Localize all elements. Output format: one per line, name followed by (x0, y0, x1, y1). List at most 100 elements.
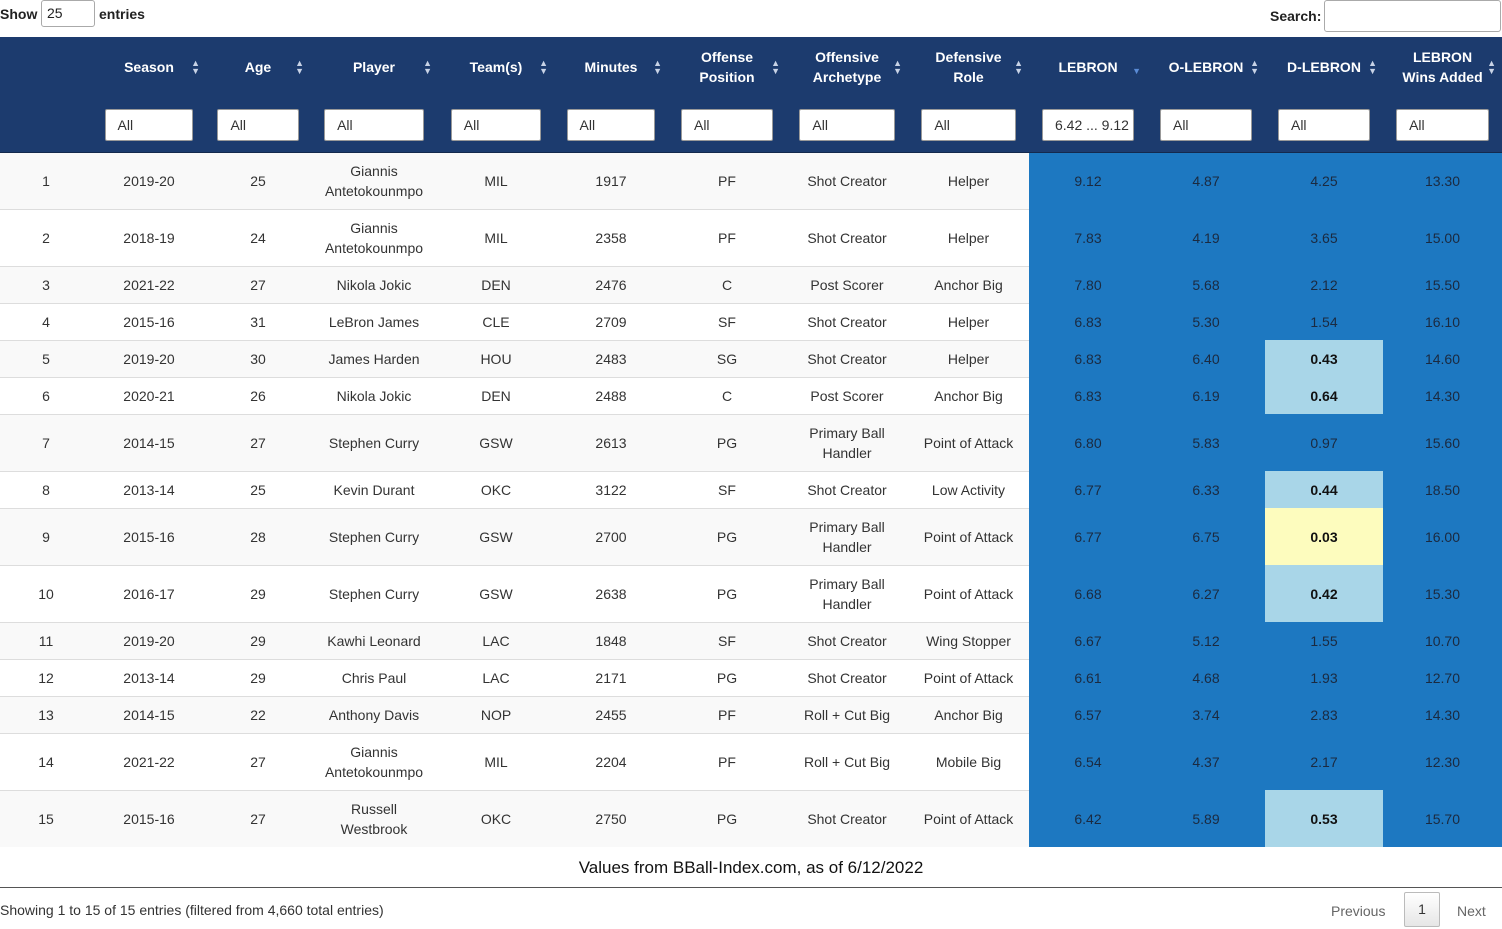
table-cell: 4.68 (1147, 659, 1265, 697)
table-cell: Shot Creator (786, 340, 908, 378)
column-filter[interactable]: All (566, 108, 656, 141)
previous-button[interactable]: Previous (1331, 903, 1386, 919)
table-cell: 7.83 (1029, 209, 1147, 267)
column-filter[interactable]: All (1396, 108, 1489, 141)
column-header[interactable]: LEBRON ▼ (1029, 37, 1147, 97)
table-cell: PF (668, 209, 786, 267)
table-cell: 13.30 (1383, 152, 1502, 210)
table-cell: 2638 (554, 565, 668, 623)
table-cell: Roll + Cut Big (786, 696, 908, 734)
table-cell: DEN (438, 377, 554, 415)
column-header[interactable]: Player ▲ ▼ (310, 37, 438, 97)
table-cell: 6.75 (1147, 508, 1265, 566)
column-filter[interactable]: All (921, 108, 1016, 141)
table-cell: 15.00 (1383, 209, 1502, 267)
table-cell: 18.50 (1383, 471, 1502, 509)
table-cell: 2.12 (1265, 266, 1383, 304)
table-cell: MIL (438, 152, 554, 210)
table-cell: 0.97 (1265, 414, 1383, 472)
column-header[interactable]: LEBRON Wins Added ▲ ▼ (1383, 37, 1502, 97)
table-cell: 5.89 (1147, 790, 1265, 847)
sort-icon: ▼ (1132, 66, 1141, 76)
column-header[interactable]: Offensive Archetype ▲ ▼ (786, 37, 908, 97)
table-cell: 2015-16 (92, 508, 206, 566)
table-cell: 25 (206, 152, 310, 210)
sort-icon: ▲ ▼ (539, 58, 548, 76)
table-cell: 6.33 (1147, 471, 1265, 509)
column-filter[interactable]: All (324, 108, 424, 141)
table-cell: 15.30 (1383, 565, 1502, 623)
column-filter[interactable]: All (1159, 108, 1253, 141)
column-header[interactable]: Age ▲ ▼ (206, 37, 310, 97)
table-cell: 13 (0, 696, 92, 734)
table-cell: 14 (0, 733, 92, 791)
table-cell: 27 (206, 414, 310, 472)
table-cell: Nikola Jokic (310, 266, 438, 304)
column-filter[interactable]: 6.42 ... 9.12 (1041, 108, 1135, 141)
table-cell: 15.50 (1383, 266, 1502, 304)
column-header[interactable]: O-LEBRON ▲ ▼ (1147, 37, 1265, 97)
table-cell: PG (668, 565, 786, 623)
table-cell: 1848 (554, 622, 668, 660)
column-filter[interactable]: All (1277, 108, 1371, 141)
table-row: 1 2019-20 25 Giannis Antetokounmpo MIL 1917 PF… (0, 152, 1502, 210)
table-cell: GSW (438, 414, 554, 472)
column-header[interactable]: Minutes ▲ ▼ (554, 37, 668, 97)
table-cell: 7 (0, 414, 92, 472)
table-cell: 9.12 (1029, 152, 1147, 210)
table-cell: Primary Ball Handler (786, 414, 908, 472)
table-cell: OKC (438, 790, 554, 847)
table-cell: 4.25 (1265, 152, 1383, 210)
column-header[interactable]: Defensive Role ▲ ▼ (908, 37, 1029, 97)
sort-icon: ▲ ▼ (771, 58, 780, 76)
table-cell: 26 (206, 377, 310, 415)
table-cell: 25 (206, 471, 310, 509)
table-cell: 6.61 (1029, 659, 1147, 697)
table-cell: Anchor Big (908, 377, 1029, 415)
next-button[interactable]: Next (1457, 903, 1486, 919)
table-cell: 2014-15 (92, 696, 206, 734)
column-filter[interactable]: All (799, 108, 895, 141)
column-header[interactable]: D-LEBRON ▲ ▼ (1265, 37, 1383, 97)
table-cell: 15 (0, 790, 92, 847)
header-text: LEBRON (1058, 59, 1118, 75)
column-filter[interactable]: All (450, 108, 542, 141)
column-header[interactable]: Team(s) ▲ ▼ (438, 37, 554, 97)
table-cell: 2358 (554, 209, 668, 267)
table-cell: Shot Creator (786, 471, 908, 509)
table-cell: Kawhi Leonard (310, 622, 438, 660)
column-filter[interactable]: All (680, 108, 774, 141)
table-cell: 31 (206, 303, 310, 341)
table-cell: MIL (438, 733, 554, 791)
sort-icon: ▲ ▼ (1250, 58, 1259, 76)
filter-cell: All (554, 97, 668, 153)
column-header[interactable]: Offense Position ▲ ▼ (668, 37, 786, 97)
column-filter[interactable]: All (104, 108, 194, 141)
search-input[interactable] (1324, 0, 1501, 32)
table-cell: NOP (438, 696, 554, 734)
table-cell: CLE (438, 303, 554, 341)
header-text: Age (244, 59, 272, 75)
table-cell: 2171 (554, 659, 668, 697)
table-cell: 1.54 (1265, 303, 1383, 341)
table-cell: Roll + Cut Big (786, 733, 908, 791)
column-filter[interactable]: All (217, 108, 299, 141)
table-cell: 2750 (554, 790, 668, 847)
table-cell: 2488 (554, 377, 668, 415)
table-cell: Point of Attack (908, 508, 1029, 566)
table-cell: 0.42 (1265, 565, 1383, 623)
table-cell: Helper (908, 152, 1029, 210)
page-button[interactable]: 1 (1404, 892, 1440, 927)
table-cell: PF (668, 152, 786, 210)
table-cell: 9 (0, 508, 92, 566)
page-length-select[interactable]: 25 (41, 0, 95, 27)
table-cell: PF (668, 733, 786, 791)
table-cell: 4.37 (1147, 733, 1265, 791)
column-header[interactable]: Season ▲ ▼ (92, 37, 206, 97)
filter-cell: All (786, 97, 908, 153)
table-cell: 6.27 (1147, 565, 1265, 623)
filter-cell: All (1265, 97, 1383, 153)
table-cell: HOU (438, 340, 554, 378)
header-text: Minutes (584, 59, 638, 75)
